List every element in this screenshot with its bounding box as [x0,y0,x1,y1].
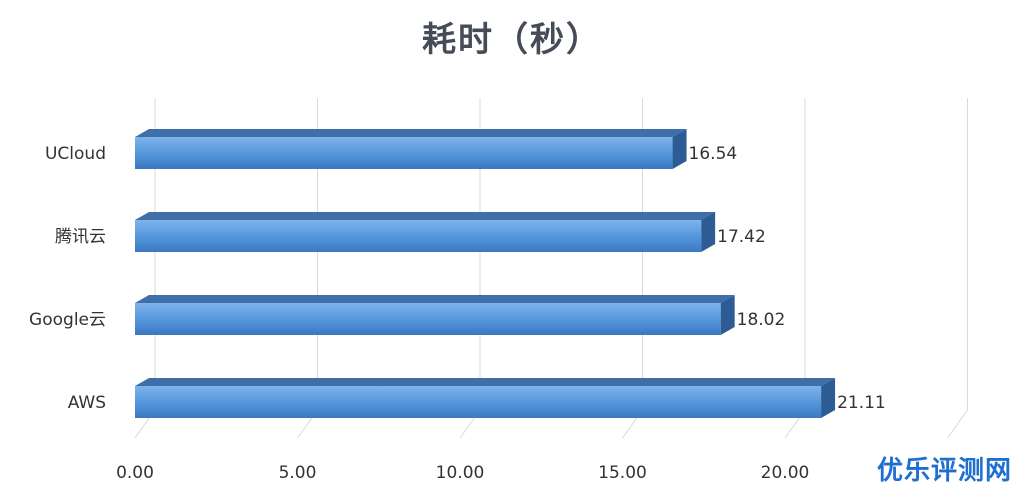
category-label: UCloud [45,144,106,164]
bar-top-face [135,295,735,303]
data-label: 18.02 [737,310,786,330]
data-label: 17.42 [717,227,766,247]
bar-side-face [672,129,687,169]
bar [135,220,702,252]
category-label: Google云 [29,310,106,330]
x-tick-label: 10.00 [436,463,485,483]
bar [135,303,721,335]
bar-top-face [135,378,836,386]
bar [135,386,822,418]
x-tick-label: 5.00 [279,463,317,483]
bar-top-face [135,129,687,137]
bars [135,129,836,418]
x-tick-label: 20.00 [761,463,810,483]
bar-side-face [720,295,735,335]
bar-side-face [701,212,716,252]
chart-title: 耗时（秒） [422,20,602,60]
category-label: 腾讯云 [55,227,106,247]
labels: 0.00 5.00 10.00 15.00 20.00 UCloud 16.54 腾讯云 17.… [29,144,886,483]
data-label: 16.54 [689,144,738,164]
bar-side-face [821,378,836,418]
watermark-logo: 优乐评测网 [876,456,1012,486]
x-tick-label: 0.00 [116,463,154,483]
x-tick-label: 15.00 [598,463,647,483]
gridline [947,98,968,439]
bar [135,137,673,169]
data-label: 21.11 [837,393,886,413]
bar-top-face [135,212,716,220]
category-label: AWS [68,393,106,413]
